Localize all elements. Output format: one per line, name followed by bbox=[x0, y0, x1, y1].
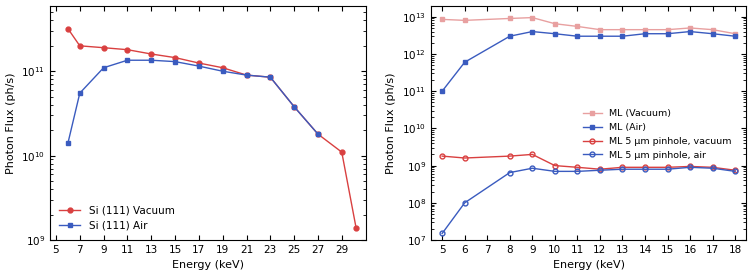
ML 5 μm pinhole, air bbox=[438, 232, 447, 235]
ML (Vacuum) bbox=[731, 32, 740, 35]
Line: ML 5 μm pinhole, vacuum: ML 5 μm pinhole, vacuum bbox=[440, 152, 738, 173]
Si (111) Vacuum bbox=[99, 46, 108, 49]
ML (Air) bbox=[528, 30, 537, 33]
Si (111) Vacuum bbox=[337, 150, 346, 154]
ML 5 μm pinhole, vacuum bbox=[528, 153, 537, 156]
ML 5 μm pinhole, air bbox=[686, 166, 695, 169]
ML 5 μm pinhole, air bbox=[573, 170, 582, 173]
ML (Vacuum) bbox=[708, 28, 717, 31]
Si (111) Vacuum bbox=[123, 48, 132, 51]
Si (111) Vacuum bbox=[171, 56, 180, 59]
ML 5 μm pinhole, vacuum bbox=[731, 169, 740, 172]
ML (Vacuum) bbox=[686, 26, 695, 30]
Y-axis label: Photon Flux (ph/s): Photon Flux (ph/s) bbox=[5, 72, 16, 174]
ML 5 μm pinhole, vacuum bbox=[618, 166, 627, 169]
ML (Air) bbox=[618, 34, 627, 38]
ML 5 μm pinhole, air bbox=[731, 170, 740, 173]
Si (111) Air bbox=[171, 60, 180, 63]
ML (Vacuum) bbox=[663, 28, 672, 31]
Si (111) Vacuum bbox=[63, 27, 72, 30]
ML (Air) bbox=[550, 32, 559, 35]
ML (Air) bbox=[731, 34, 740, 38]
Si (111) Vacuum bbox=[75, 44, 84, 47]
Y-axis label: Photon Flux (ph/s): Photon Flux (ph/s) bbox=[387, 72, 396, 174]
ML 5 μm pinhole, vacuum bbox=[573, 166, 582, 169]
ML 5 μm pinhole, air bbox=[641, 168, 650, 171]
ML 5 μm pinhole, vacuum bbox=[550, 164, 559, 167]
Line: Si (111) Air: Si (111) Air bbox=[65, 58, 320, 146]
ML 5 μm pinhole, air bbox=[460, 201, 469, 205]
Si (111) Air bbox=[147, 59, 156, 62]
Si (111) Air bbox=[123, 59, 132, 62]
ML 5 μm pinhole, vacuum bbox=[663, 166, 672, 169]
ML 5 μm pinhole, vacuum bbox=[708, 166, 717, 169]
ML 5 μm pinhole, vacuum bbox=[641, 166, 650, 169]
ML (Vacuum) bbox=[641, 28, 650, 31]
ML 5 μm pinhole, vacuum bbox=[505, 155, 514, 158]
X-axis label: Energy (keV): Energy (keV) bbox=[171, 261, 244, 270]
ML 5 μm pinhole, air bbox=[505, 171, 514, 174]
ML (Vacuum) bbox=[550, 22, 559, 25]
ML 5 μm pinhole, vacuum bbox=[686, 165, 695, 168]
ML (Air) bbox=[460, 60, 469, 64]
Si (111) Air bbox=[218, 70, 227, 73]
ML (Air) bbox=[686, 30, 695, 33]
Si (111) Air bbox=[63, 142, 72, 145]
ML 5 μm pinhole, vacuum bbox=[438, 155, 447, 158]
Si (111) Air bbox=[265, 76, 274, 79]
ML (Air) bbox=[596, 34, 605, 38]
ML (Vacuum) bbox=[618, 28, 627, 31]
ML 5 μm pinhole, air bbox=[708, 167, 717, 170]
ML (Air) bbox=[438, 89, 447, 93]
ML 5 μm pinhole, air bbox=[663, 168, 672, 171]
ML 5 μm pinhole, air bbox=[596, 169, 605, 172]
Legend: Si (111) Vacuum, Si (111) Air: Si (111) Vacuum, Si (111) Air bbox=[55, 201, 179, 235]
ML 5 μm pinhole, air bbox=[618, 168, 627, 171]
ML (Air) bbox=[663, 32, 672, 35]
ML (Vacuum) bbox=[505, 17, 514, 20]
ML (Air) bbox=[505, 34, 514, 38]
Line: ML 5 μm pinhole, air: ML 5 μm pinhole, air bbox=[440, 165, 738, 236]
Line: ML (Air): ML (Air) bbox=[440, 29, 738, 94]
Si (111) Vacuum bbox=[242, 73, 251, 77]
Si (111) Vacuum bbox=[290, 105, 299, 108]
Si (111) Air bbox=[290, 105, 299, 108]
Si (111) Vacuum bbox=[265, 76, 274, 79]
ML 5 μm pinhole, vacuum bbox=[460, 156, 469, 160]
ML (Air) bbox=[708, 32, 717, 35]
ML (Air) bbox=[573, 34, 582, 38]
Line: Si (111) Vacuum: Si (111) Vacuum bbox=[65, 26, 359, 230]
Si (111) Air bbox=[242, 73, 251, 77]
Si (111) Vacuum bbox=[147, 52, 156, 56]
Line: ML (Vacuum): ML (Vacuum) bbox=[440, 15, 738, 36]
Si (111) Vacuum bbox=[218, 66, 227, 69]
ML (Vacuum) bbox=[596, 28, 605, 31]
Si (111) Vacuum bbox=[351, 226, 360, 229]
ML (Vacuum) bbox=[438, 18, 447, 21]
Legend: ML (Vacuum), ML (Air), ML 5 μm pinhole, vacuum, ML 5 μm pinhole, air: ML (Vacuum), ML (Air), ML 5 μm pinhole, … bbox=[579, 106, 735, 163]
ML 5 μm pinhole, air bbox=[528, 167, 537, 170]
ML 5 μm pinhole, air bbox=[550, 170, 559, 173]
Si (111) Air bbox=[75, 91, 84, 95]
X-axis label: Energy (keV): Energy (keV) bbox=[553, 261, 625, 270]
Si (111) Vacuum bbox=[194, 61, 203, 65]
ML (Air) bbox=[641, 32, 650, 35]
Si (111) Air bbox=[194, 65, 203, 68]
Si (111) Air bbox=[99, 66, 108, 69]
ML (Vacuum) bbox=[573, 25, 582, 28]
Si (111) Vacuum bbox=[314, 132, 323, 136]
ML (Vacuum) bbox=[528, 16, 537, 19]
ML (Vacuum) bbox=[460, 19, 469, 22]
Si (111) Air bbox=[314, 132, 323, 136]
ML 5 μm pinhole, vacuum bbox=[596, 168, 605, 171]
